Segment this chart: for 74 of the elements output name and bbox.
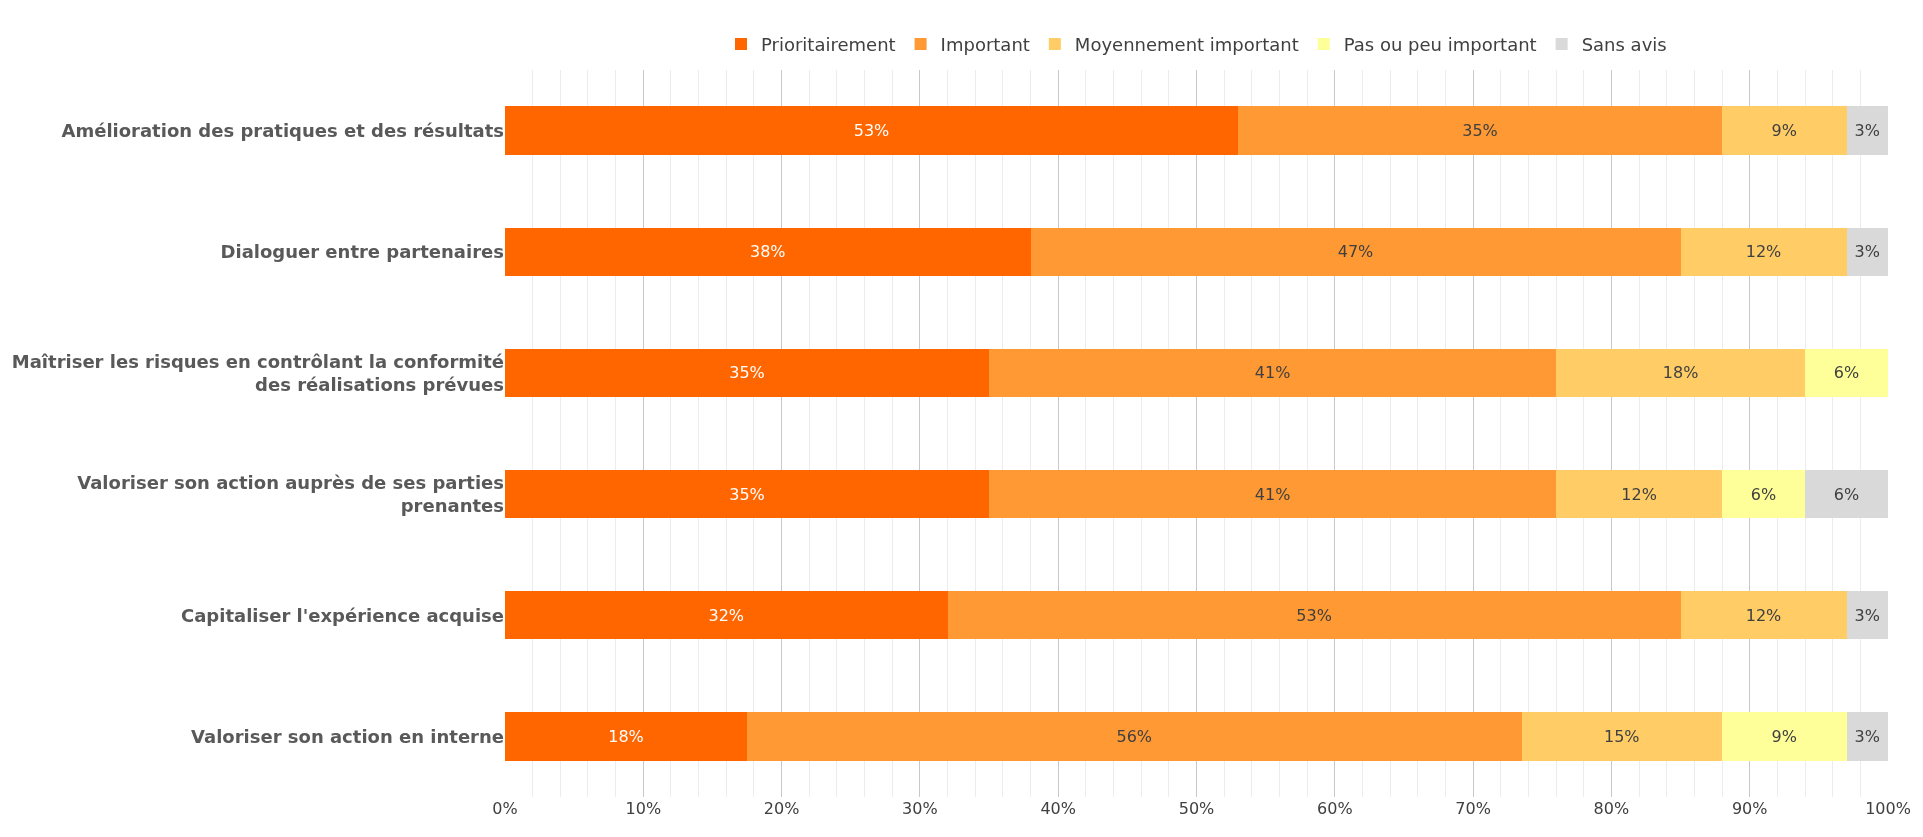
data-label: 47% [1337, 242, 1374, 262]
bar [1680, 591, 1847, 640]
x-tick-label: 30% [902, 799, 938, 818]
bar [1805, 469, 1888, 519]
legend-label: Important [940, 33, 1030, 55]
legend-label: Moyennement important [1074, 33, 1299, 55]
bar [989, 469, 1557, 519]
data-label: 41% [1254, 363, 1291, 383]
x-tick-label: 70% [1455, 799, 1491, 818]
data-label: 12% [1745, 605, 1782, 625]
x-tick-label: 20% [763, 799, 800, 818]
legend-label: Sans avis [1581, 33, 1667, 55]
x-tick-label: 10% [625, 799, 662, 818]
bar [1846, 591, 1888, 640]
bar [1805, 348, 1888, 398]
data-label: 35% [1462, 121, 1498, 141]
x-tick-label: 0% [492, 799, 518, 818]
data-label: 53% [853, 121, 890, 141]
bar [1722, 106, 1847, 155]
data-label: 53% [1296, 605, 1332, 625]
data-label: 6% [1833, 363, 1860, 383]
data-label: 9% [1771, 121, 1797, 141]
x-tick-label: 90% [1731, 799, 1768, 818]
bar [505, 348, 990, 398]
bar [1521, 712, 1723, 761]
bar [1846, 106, 1888, 155]
bar [1030, 227, 1681, 276]
y-tick-label: Dialoguer entre partenaires [220, 241, 504, 263]
data-label: 35% [729, 363, 765, 383]
data-label: 15% [1603, 726, 1640, 746]
x-tick-label: 80% [1593, 799, 1630, 818]
y-tick-label: Valoriser son action auprès de ses parties prenantes [77, 471, 504, 517]
bar [505, 106, 1238, 155]
data-label: 3% [1854, 121, 1880, 141]
x-tick-label: 100% [1865, 799, 1911, 818]
bar [1722, 712, 1847, 761]
bar [1556, 348, 1806, 398]
data-label: 3% [1854, 242, 1880, 262]
bar [505, 227, 1031, 276]
bar [1556, 469, 1723, 519]
data-label: 3% [1854, 726, 1880, 746]
data-label: 6% [1750, 484, 1777, 504]
y-tick-label: Capitaliser l'expérience acquise [181, 604, 504, 626]
bar [505, 469, 990, 519]
bar [1680, 227, 1847, 276]
data-label: 32% [708, 605, 745, 625]
data-label: 3% [1854, 605, 1880, 625]
data-label: 12% [1745, 242, 1782, 262]
bar [1846, 712, 1888, 761]
data-label: 6% [1833, 484, 1860, 504]
bar [505, 712, 748, 761]
bar [947, 591, 1681, 640]
bar [1846, 227, 1888, 276]
data-label: 18% [608, 726, 644, 746]
y-tick-label: Amélioration des pratiques et des résultats [61, 119, 504, 141]
bar [1722, 469, 1806, 519]
bar [505, 591, 948, 640]
legend-label: Pas ou peu important [1343, 33, 1537, 55]
x-tick-label: 50% [1178, 799, 1215, 818]
data-label: 18% [1662, 363, 1699, 383]
data-label: 9% [1771, 726, 1797, 746]
legend-label: Prioritairement [761, 33, 896, 55]
data-label: 38% [749, 242, 786, 262]
data-label: 12% [1621, 484, 1657, 504]
y-tick-label: Valoriser son action en interne [191, 725, 504, 747]
bar [1237, 106, 1723, 155]
bar [989, 348, 1557, 398]
data-label: 41% [1254, 484, 1291, 504]
x-tick-label: 40% [1040, 799, 1076, 818]
bar [747, 712, 1522, 761]
y-tick-label: Maîtriser les risques en contrôlant la conformité des réalisations prévues [11, 350, 504, 395]
data-label: 56% [1116, 726, 1153, 746]
data-label: 35% [729, 484, 765, 504]
x-tick-label: 60% [1317, 799, 1353, 818]
